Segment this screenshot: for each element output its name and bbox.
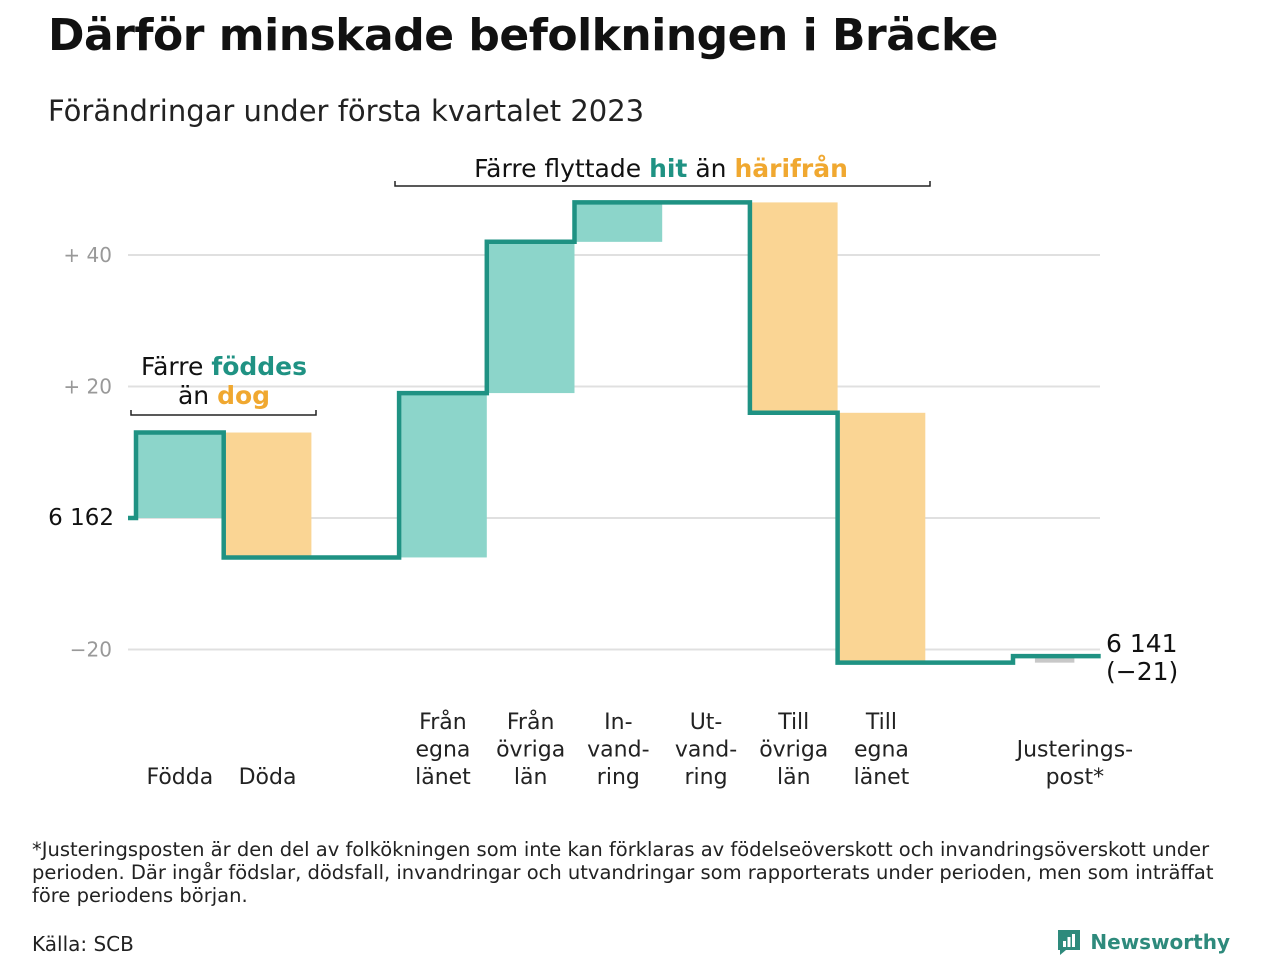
cumulative-line bbox=[128, 200, 1101, 665]
annotation-bracket bbox=[130, 410, 317, 416]
y-axis-labels: −20 + 20 + 40 6 162 bbox=[48, 243, 114, 662]
category-label: Till egna länet bbox=[854, 710, 910, 790]
end-labels: 6 141(−21) bbox=[1106, 629, 1178, 686]
bar bbox=[223, 432, 312, 558]
annotation-bracket bbox=[394, 181, 931, 187]
source: Källa: SCB bbox=[32, 932, 134, 956]
start-value-label: 6 162 bbox=[48, 505, 114, 531]
bar bbox=[749, 202, 838, 413]
y-tick-label: −20 bbox=[70, 638, 112, 662]
category-label: Från övriga län bbox=[496, 709, 565, 790]
bar bbox=[136, 432, 224, 518]
category-label: Till övriga län bbox=[759, 710, 828, 790]
bar bbox=[399, 393, 487, 558]
y-tick-label: + 40 bbox=[63, 243, 112, 267]
category-labels: Födda Döda Från egna länet Från övriga län In-va… bbox=[146, 709, 1133, 790]
category-label: Döda bbox=[239, 765, 297, 790]
category-label: Justerings-post* bbox=[1015, 738, 1134, 791]
bar bbox=[574, 202, 663, 242]
bars bbox=[136, 202, 1075, 663]
annotation-text: Färre föddes bbox=[141, 352, 307, 381]
chart-subtitle: Förändringar under första kvartalet 2023 bbox=[48, 94, 645, 128]
annotation-text: Färre flyttade hit än härifrån bbox=[474, 154, 848, 183]
footnote: *Justeringsposten är den del av folkökni… bbox=[32, 838, 1214, 907]
end-value-label: 6 141 bbox=[1106, 629, 1178, 658]
category-label: Ut-vand-ring bbox=[675, 710, 737, 790]
bar bbox=[1034, 656, 1075, 663]
y-tick-label: + 20 bbox=[63, 375, 112, 399]
bar bbox=[837, 412, 926, 663]
annotation-text: än dog bbox=[178, 381, 270, 410]
category-label: Födda bbox=[146, 765, 213, 790]
category-label: Från egna länet bbox=[415, 709, 471, 790]
brand: Newsworthy bbox=[1056, 928, 1230, 956]
brand-name: Newsworthy bbox=[1090, 930, 1230, 954]
category-label: In-vand-ring bbox=[587, 710, 649, 790]
chart-title: Därför minskade befolkningen i Bräcke bbox=[48, 10, 998, 61]
end-change-label: (−21) bbox=[1106, 657, 1178, 686]
bar bbox=[486, 241, 575, 394]
newsworthy-logo-icon bbox=[1058, 930, 1081, 955]
